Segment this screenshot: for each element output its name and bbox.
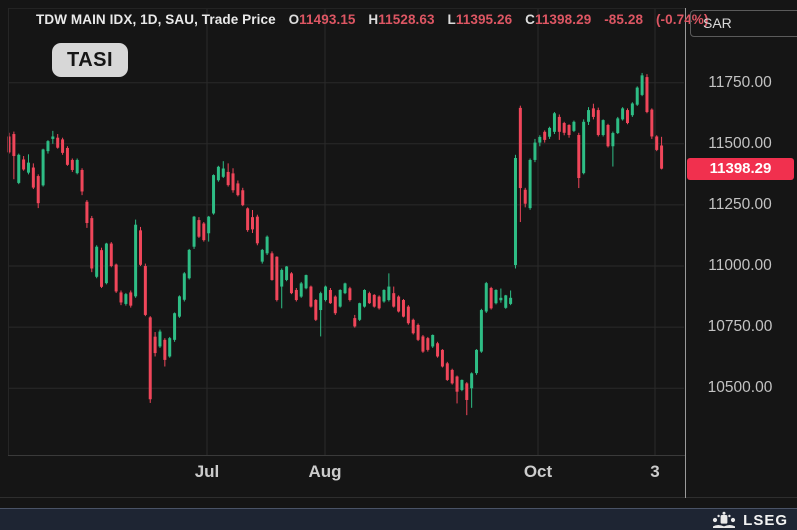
change-percent: (-0.74%) [655,12,709,27]
currency-selector[interactable]: SAR [690,10,797,37]
plot-border-top [8,8,685,9]
close-value: 11398.29 [534,12,592,27]
time-tick-3: 3 [650,462,660,481]
low-label: L [447,12,456,27]
last-price-badge: 11398.29 [687,158,794,180]
open-label: O [288,12,300,27]
price-axis[interactable]: SAR 11750.00 11500.00 11250.00 11000.00 … [686,0,797,508]
time-tick-jul: Jul [194,462,220,481]
footer-bar: LSEG [0,508,797,530]
symbol-badge[interactable]: TASI [52,43,129,77]
time-tick-aug: Aug [308,462,342,481]
plot-border-left [8,8,9,455]
price-tick-11000: 11000.00 [708,257,772,274]
axis-bottom-border [0,497,797,498]
time-axis[interactable]: Jul Aug Oct 3 [8,458,685,496]
price-axis-separator [685,8,686,498]
price-tick-11250: 11250.00 [708,196,772,213]
chart-legend: TDW MAIN IDX, 1D, SAU, Trade Price O1149… [36,12,708,32]
open-value: 11493.15 [299,12,356,27]
instrument-title: TDW MAIN IDX, 1D, SAU, Trade Price [36,12,276,27]
price-tick-10750: 10750.00 [707,318,773,335]
lseg-logo: LSEG [711,510,788,530]
high-value: 11528.63 [378,12,435,27]
plot-border-bottom [8,455,685,456]
lseg-wordmark: LSEG [743,511,788,529]
low-value: 11395.26 [455,12,513,27]
change-value: -85.28 [604,12,644,27]
price-tick-11500: 11500.00 [708,135,772,152]
price-tick-10500: 10500.00 [707,379,773,396]
high-label: H [368,12,379,27]
price-tick-11750: 11750.00 [708,74,772,91]
time-tick-oct: Oct [523,462,553,481]
close-label: C [525,12,535,27]
lseg-crest-icon [713,511,736,528]
